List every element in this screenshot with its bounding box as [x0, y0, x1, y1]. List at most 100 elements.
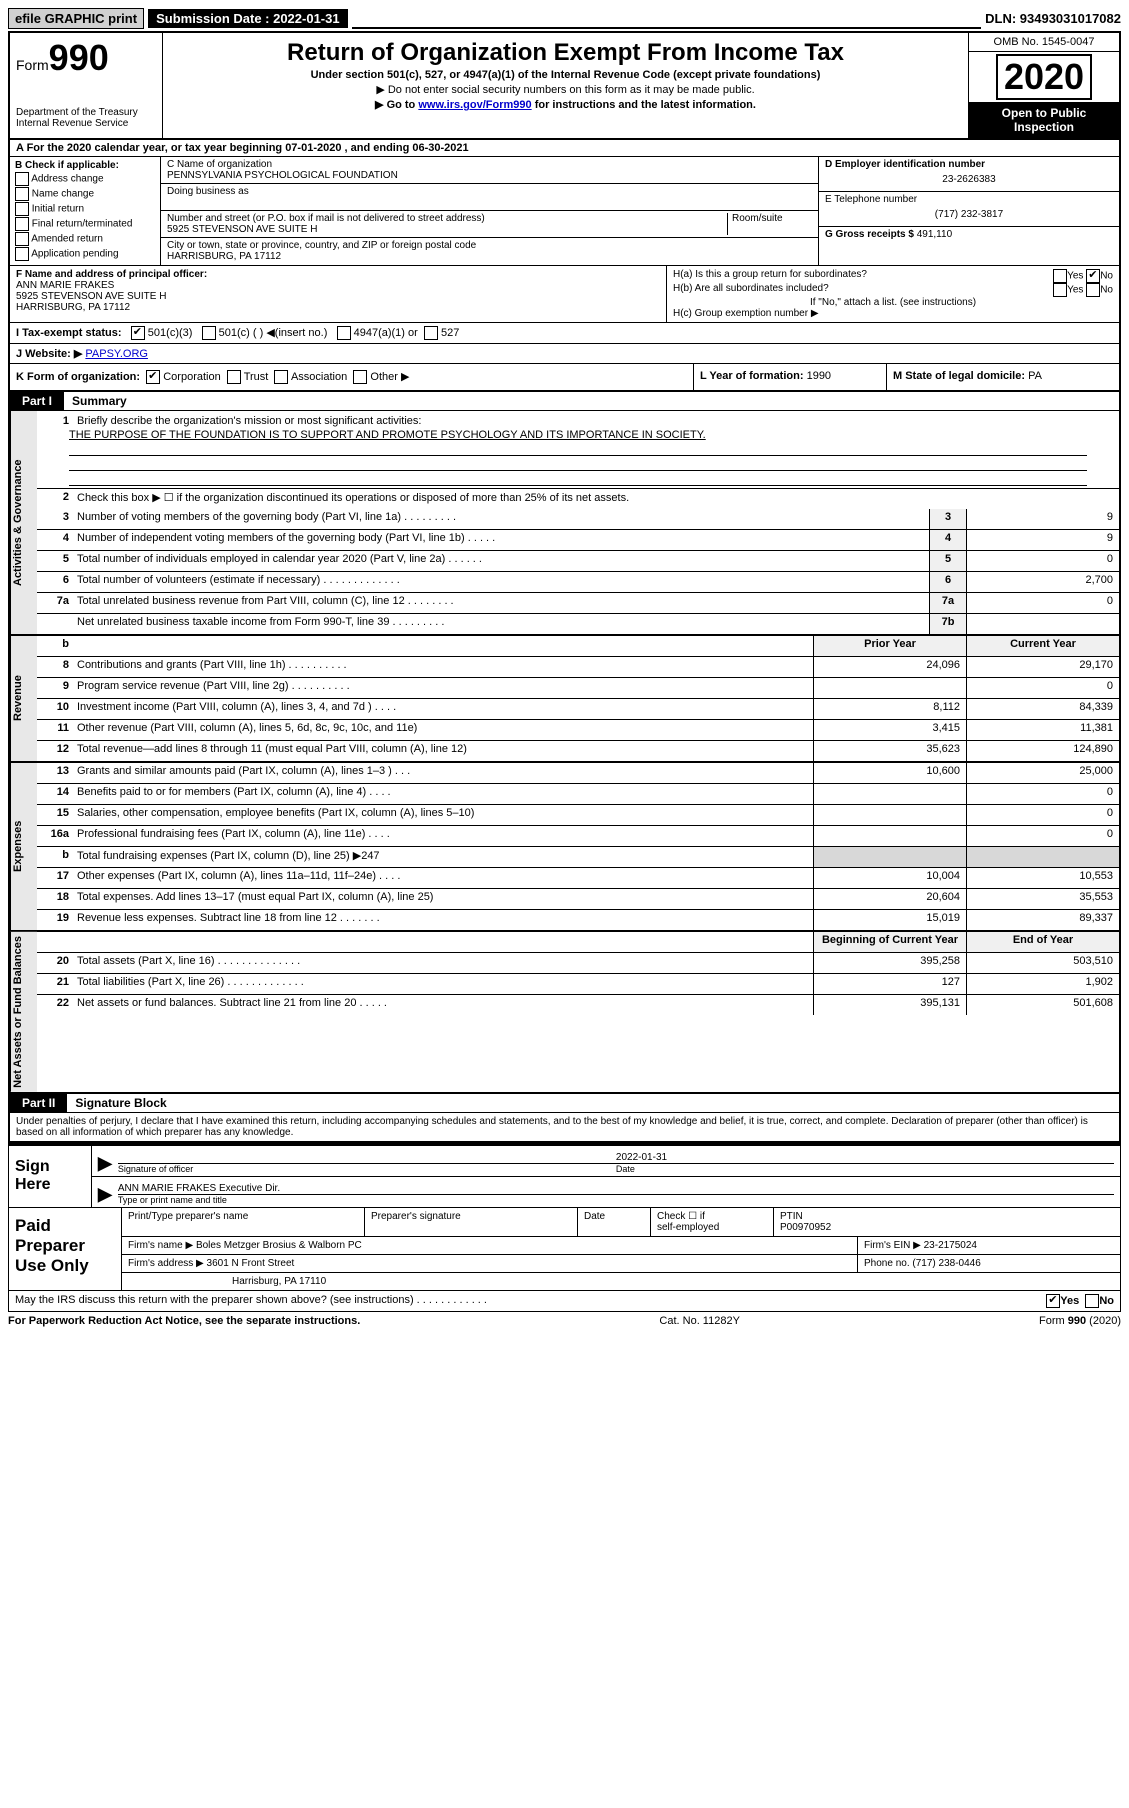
part1-header: Part I Summary: [10, 392, 1119, 411]
officer-typed-name: ANN MARIE FRAKES Executive Dir.: [118, 1183, 1114, 1194]
firm-name: Boles Metzger Brosius & Walborn PC: [196, 1240, 362, 1251]
vlabel-revenue: Revenue: [10, 636, 37, 761]
open-public: Open to Public Inspection: [969, 102, 1119, 138]
ck-527[interactable]: [424, 326, 438, 340]
part1-tag: Part I: [10, 392, 64, 410]
expenses-section: Expenses 13Grants and similar amounts pa…: [10, 763, 1119, 932]
gross-value: 491,110: [917, 229, 952, 240]
b-opt-5[interactable]: Application pending: [15, 247, 155, 261]
b-opt-3[interactable]: Final return/terminated: [15, 217, 155, 231]
sig-date-label: Date: [616, 1163, 1114, 1174]
top-bar: efile GRAPHIC print Submission Date : 20…: [8, 8, 1121, 29]
website-link[interactable]: PAPSY.ORG: [85, 348, 148, 360]
net-blank-desc: [73, 932, 813, 952]
page-footer: For Paperwork Reduction Act Notice, see …: [8, 1312, 1121, 1330]
firm-label: Firm's name ▶: [128, 1240, 193, 1251]
paid-prep-label: Paid Preparer Use Only: [9, 1208, 122, 1290]
irs-label: Internal Revenue Service: [16, 118, 156, 129]
org-address: 5925 STEVENSON AVE SUITE H: [167, 224, 727, 235]
section-d: D Employer identification number 23-2626…: [819, 157, 1119, 265]
ptin-value: P00970952: [780, 1222, 831, 1233]
vlabel-net: Net Assets or Fund Balances: [10, 932, 37, 1092]
form-num: 990: [49, 37, 109, 78]
efile-button[interactable]: efile GRAPHIC print: [8, 8, 144, 29]
mission-blank-2: [69, 456, 1087, 471]
form-note2: ▶ Go to www.irs.gov/Form990 for instruct…: [169, 98, 962, 111]
form-frame: Form990 Department of the Treasury Inter…: [8, 31, 1121, 1144]
officer-addr1: 5925 STEVENSON AVE SUITE H: [16, 291, 660, 302]
footer-mid: Cat. No. 11282Y: [659, 1315, 740, 1327]
hb-yes[interactable]: Yes: [1067, 285, 1083, 296]
b-opt-4[interactable]: Amended return: [15, 232, 155, 246]
gross-label: G Gross receipts $: [825, 229, 914, 240]
ck-corp[interactable]: [146, 370, 160, 384]
i-527: 527: [441, 327, 459, 339]
firm-addr1: 3601 N Front Street: [207, 1258, 295, 1269]
line-2-num: 2: [37, 489, 73, 509]
b-opt-2[interactable]: Initial return: [15, 202, 155, 216]
part1-title: Summary: [64, 394, 127, 408]
irs-link[interactable]: www.irs.gov/Form990: [418, 99, 531, 111]
officer-name: ANN MARIE FRAKES: [16, 280, 660, 291]
mission-blank-3: [69, 471, 1087, 486]
note2-post: for instructions and the latest informat…: [532, 99, 756, 111]
part2-title: Signature Block: [67, 1096, 166, 1110]
b-opt-0[interactable]: Address change: [15, 172, 155, 186]
ck-assoc[interactable]: [274, 370, 288, 384]
net-assets-section: Net Assets or Fund Balances Beginning of…: [10, 932, 1119, 1094]
firm-ein-label: Firm's EIN ▶: [864, 1240, 921, 1251]
net-blank-num: [37, 932, 73, 952]
ck-501c3[interactable]: [131, 326, 145, 340]
m-label: M State of legal domicile:: [893, 370, 1025, 382]
ha-no[interactable]: No: [1100, 271, 1113, 282]
firm-addr2: Harrisburg, PA 17110: [122, 1273, 1120, 1290]
section-c: C Name of organization PENNSYLVANIA PSYC…: [161, 157, 819, 265]
b-opt-1[interactable]: Name change: [15, 187, 155, 201]
i-4947: 4947(a)(1) or: [354, 327, 418, 339]
b-label: B Check if applicable:: [15, 160, 155, 171]
open-public-2: Inspection: [971, 120, 1117, 134]
line-1-desc: Briefly describe the organization's miss…: [73, 413, 1119, 429]
discuss-question: May the IRS discuss this return with the…: [15, 1294, 487, 1308]
ck-trust[interactable]: [227, 370, 241, 384]
form-header: Form990 Department of the Treasury Inter…: [10, 33, 1119, 140]
header-right: OMB No. 1545-0047 2020 Open to Public In…: [968, 33, 1119, 138]
ck-4947[interactable]: [337, 326, 351, 340]
sig-date: 2022-01-31: [616, 1152, 1114, 1163]
governance-section: Activities & Governance 1 Briefly descri…: [10, 411, 1119, 636]
i-label: I Tax-exempt status:: [16, 327, 122, 339]
ein-value: 23-2626383: [825, 170, 1113, 189]
ha-yes[interactable]: Yes: [1067, 271, 1083, 282]
footer-right: Form 990 (2020): [1039, 1315, 1121, 1327]
prep-name-hdr: Print/Type preparer's name: [122, 1208, 365, 1236]
table-row: 7aTotal unrelated business revenue from …: [37, 593, 1119, 614]
table-row: 21Total liabilities (Part X, line 26) . …: [37, 974, 1119, 995]
discuss-yes-ck[interactable]: [1046, 1294, 1060, 1308]
table-row: 3Number of voting members of the governi…: [37, 509, 1119, 530]
sign-here-label: Sign Here: [9, 1146, 92, 1207]
table-row: 14Benefits paid to or for members (Part …: [37, 784, 1119, 805]
addr-label: Number and street (or P.O. box if mail i…: [167, 213, 727, 224]
dba-label: Doing business as: [167, 186, 812, 197]
c-name-label: C Name of organization: [167, 159, 812, 170]
irs-discuss-row: May the IRS discuss this return with the…: [8, 1291, 1121, 1312]
org-city: HARRISBURG, PA 17112: [167, 251, 812, 262]
table-row: 18Total expenses. Add lines 13–17 (must …: [37, 889, 1119, 910]
i-501c3: 501(c)(3): [148, 327, 193, 339]
tax-year: 2020: [996, 54, 1092, 100]
ck-other[interactable]: [353, 370, 367, 384]
section-f: F Name and address of principal officer:…: [10, 266, 667, 322]
current-year-hdr: Current Year: [966, 636, 1119, 656]
k-assoc: Association: [291, 371, 347, 383]
signature-block: Sign Here ▶ Signature of officer 2022-01…: [8, 1144, 1121, 1208]
discuss-no-ck[interactable]: [1085, 1294, 1099, 1308]
hb-no[interactable]: No: [1100, 285, 1113, 296]
table-row: Net unrelated business taxable income fr…: [37, 614, 1119, 634]
form-subtitle: Under section 501(c), 527, or 4947(a)(1)…: [169, 69, 962, 81]
ck-501c[interactable]: [202, 326, 216, 340]
ha-label: H(a) Is this a group return for subordin…: [673, 269, 867, 283]
hb-label: H(b) Are all subordinates included?: [673, 283, 829, 297]
begin-year-hdr: Beginning of Current Year: [813, 932, 966, 952]
prep-date-hdr: Date: [578, 1208, 651, 1236]
mission-text: THE PURPOSE OF THE FOUNDATION IS TO SUPP…: [69, 429, 1087, 441]
